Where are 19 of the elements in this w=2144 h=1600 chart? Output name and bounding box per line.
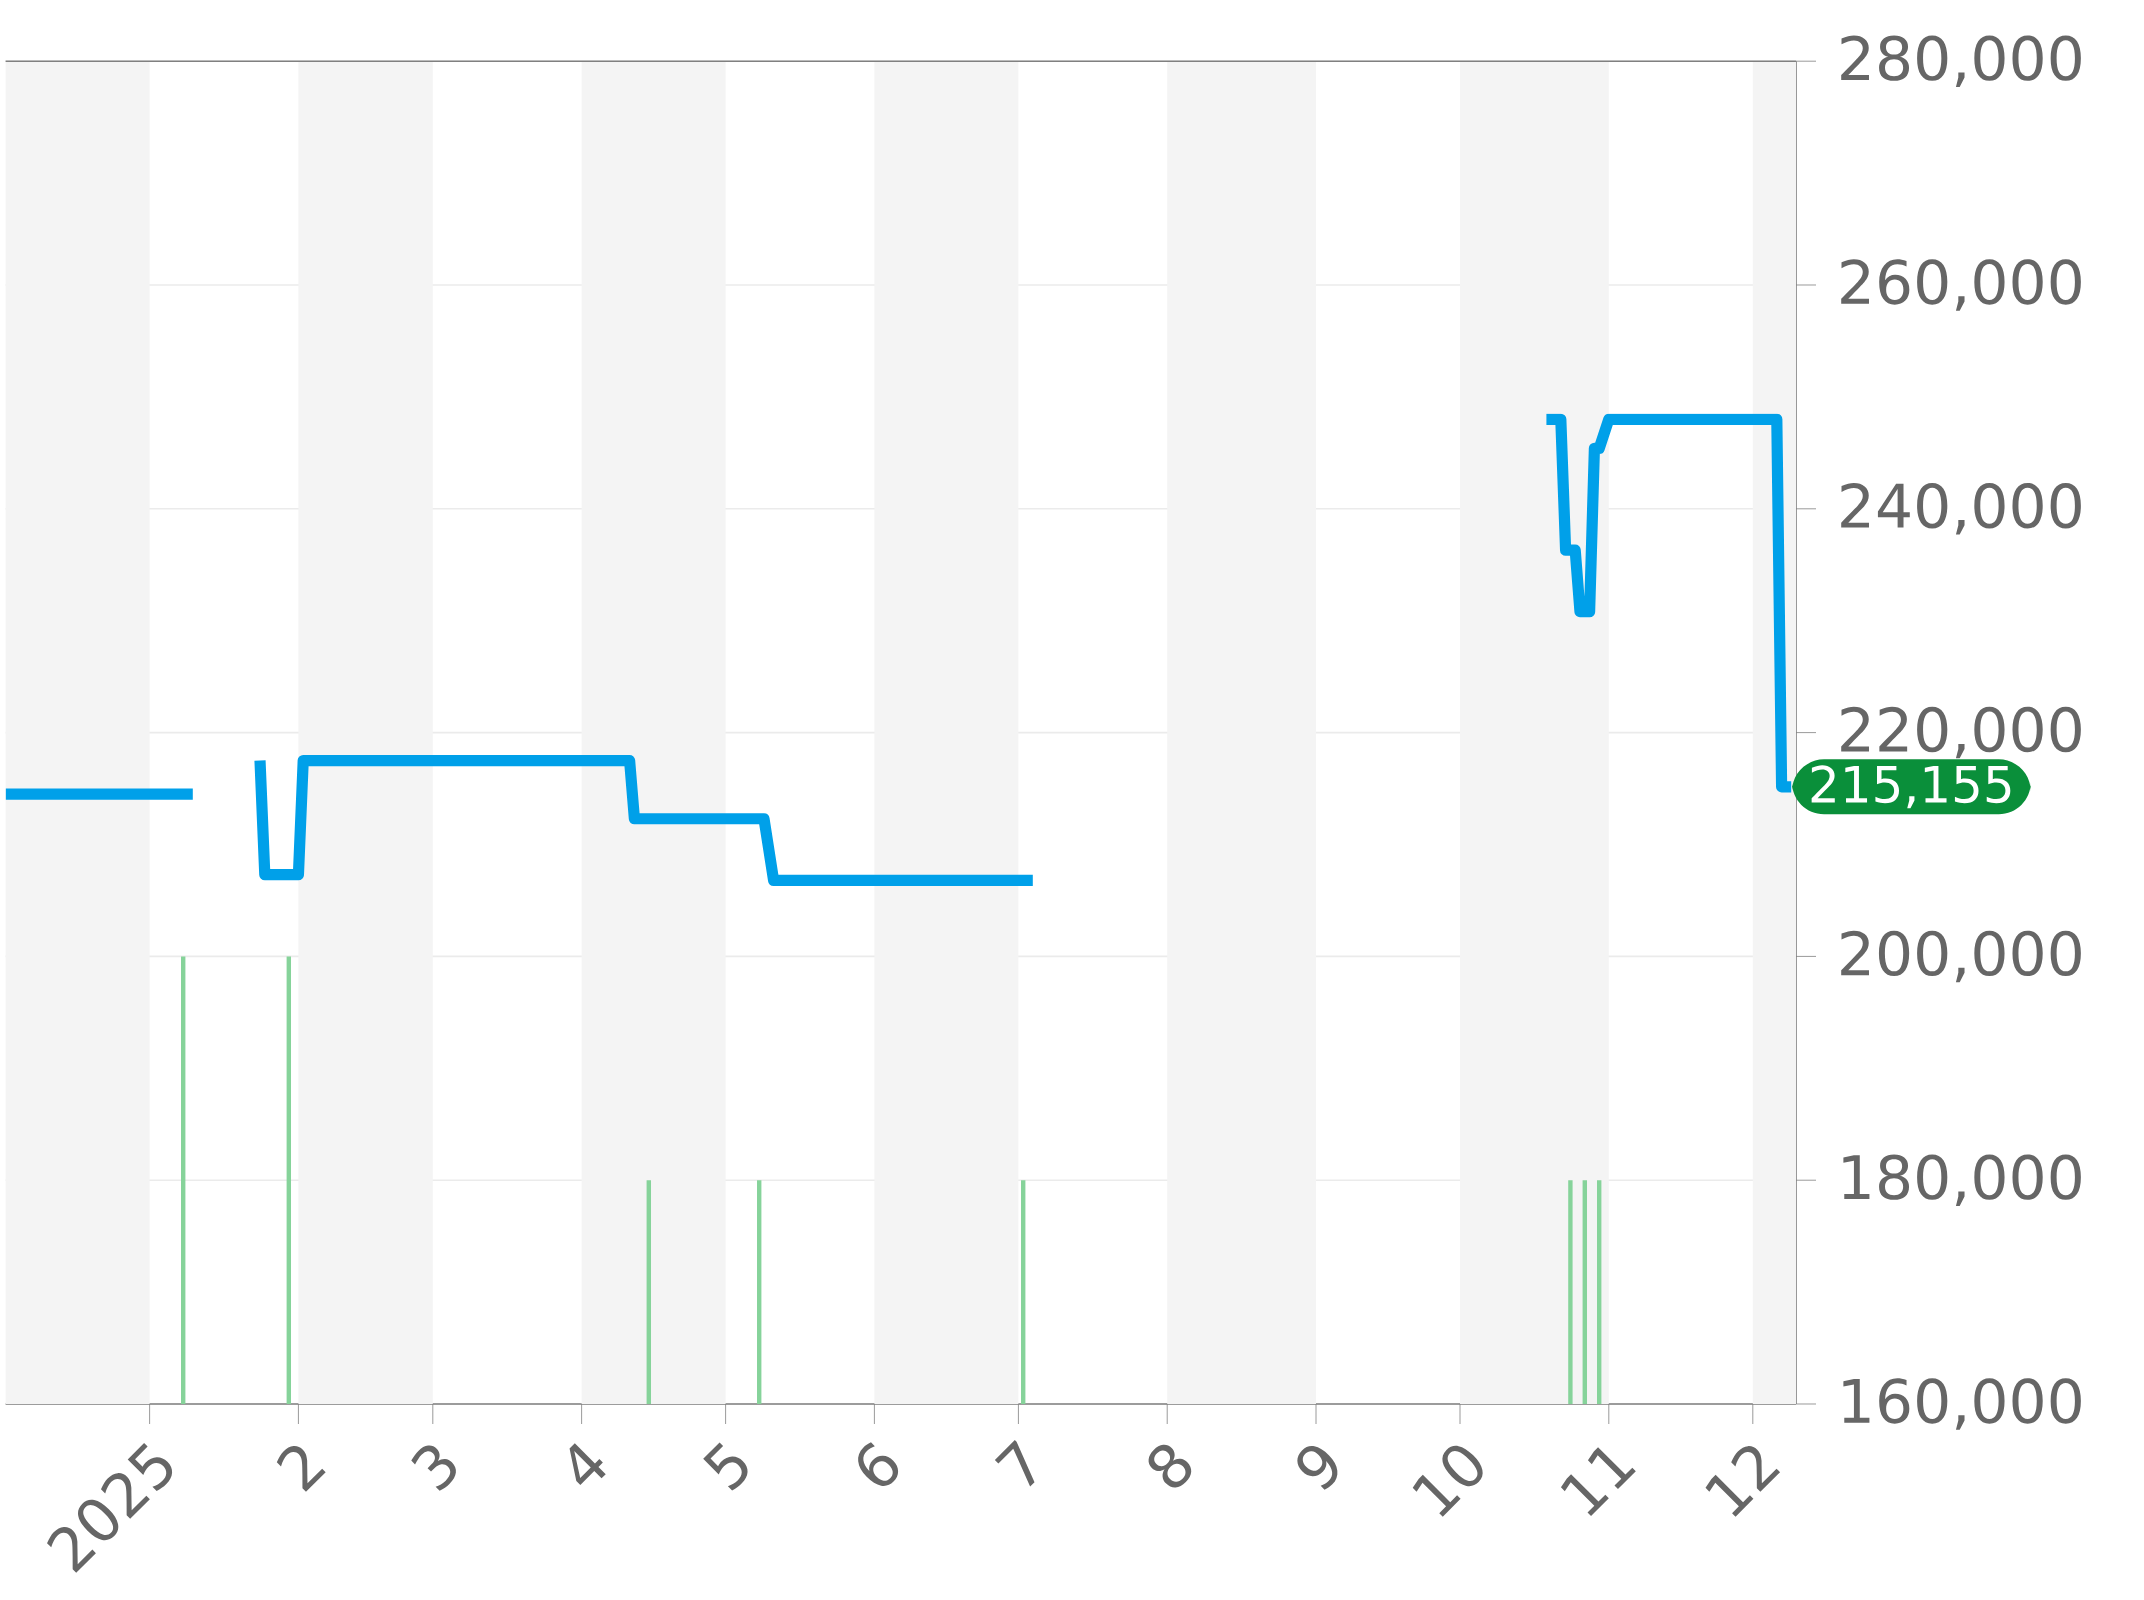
- x-tick-label: 12: [1705, 1446, 1781, 1517]
- annotation: 215,155: [1811, 765, 2011, 809]
- y-tick-label: 180,000: [1843, 1154, 2081, 1206]
- y-tick-label: 160,000: [1843, 1378, 2081, 1430]
- x-tick-label: 7: [994, 1440, 1035, 1487]
- x-tick-label: 5: [703, 1442, 748, 1491]
- x-tick-label: 6: [858, 1442, 899, 1486]
- x-tick-label: 4: [569, 1443, 606, 1486]
- x-tick-label: 3: [411, 1445, 456, 1491]
- y-tick-label: 220,000: [1841, 706, 2081, 759]
- x-tick-label: 11: [1560, 1447, 1636, 1517]
- y-tick-label: 280,000: [1841, 35, 2081, 87]
- x-tick-label: 10: [1412, 1445, 1483, 1517]
- x-tick-label: 9: [1297, 1446, 1338, 1490]
- x-tick-label: 8: [1148, 1444, 1192, 1488]
- y-tick-label: 200,000: [1841, 930, 2081, 983]
- x-tick-label: 2: [276, 1446, 326, 1492]
- y-tick-label: 260,000: [1841, 259, 2081, 311]
- y-tick-label: 240,000: [1841, 483, 2081, 535]
